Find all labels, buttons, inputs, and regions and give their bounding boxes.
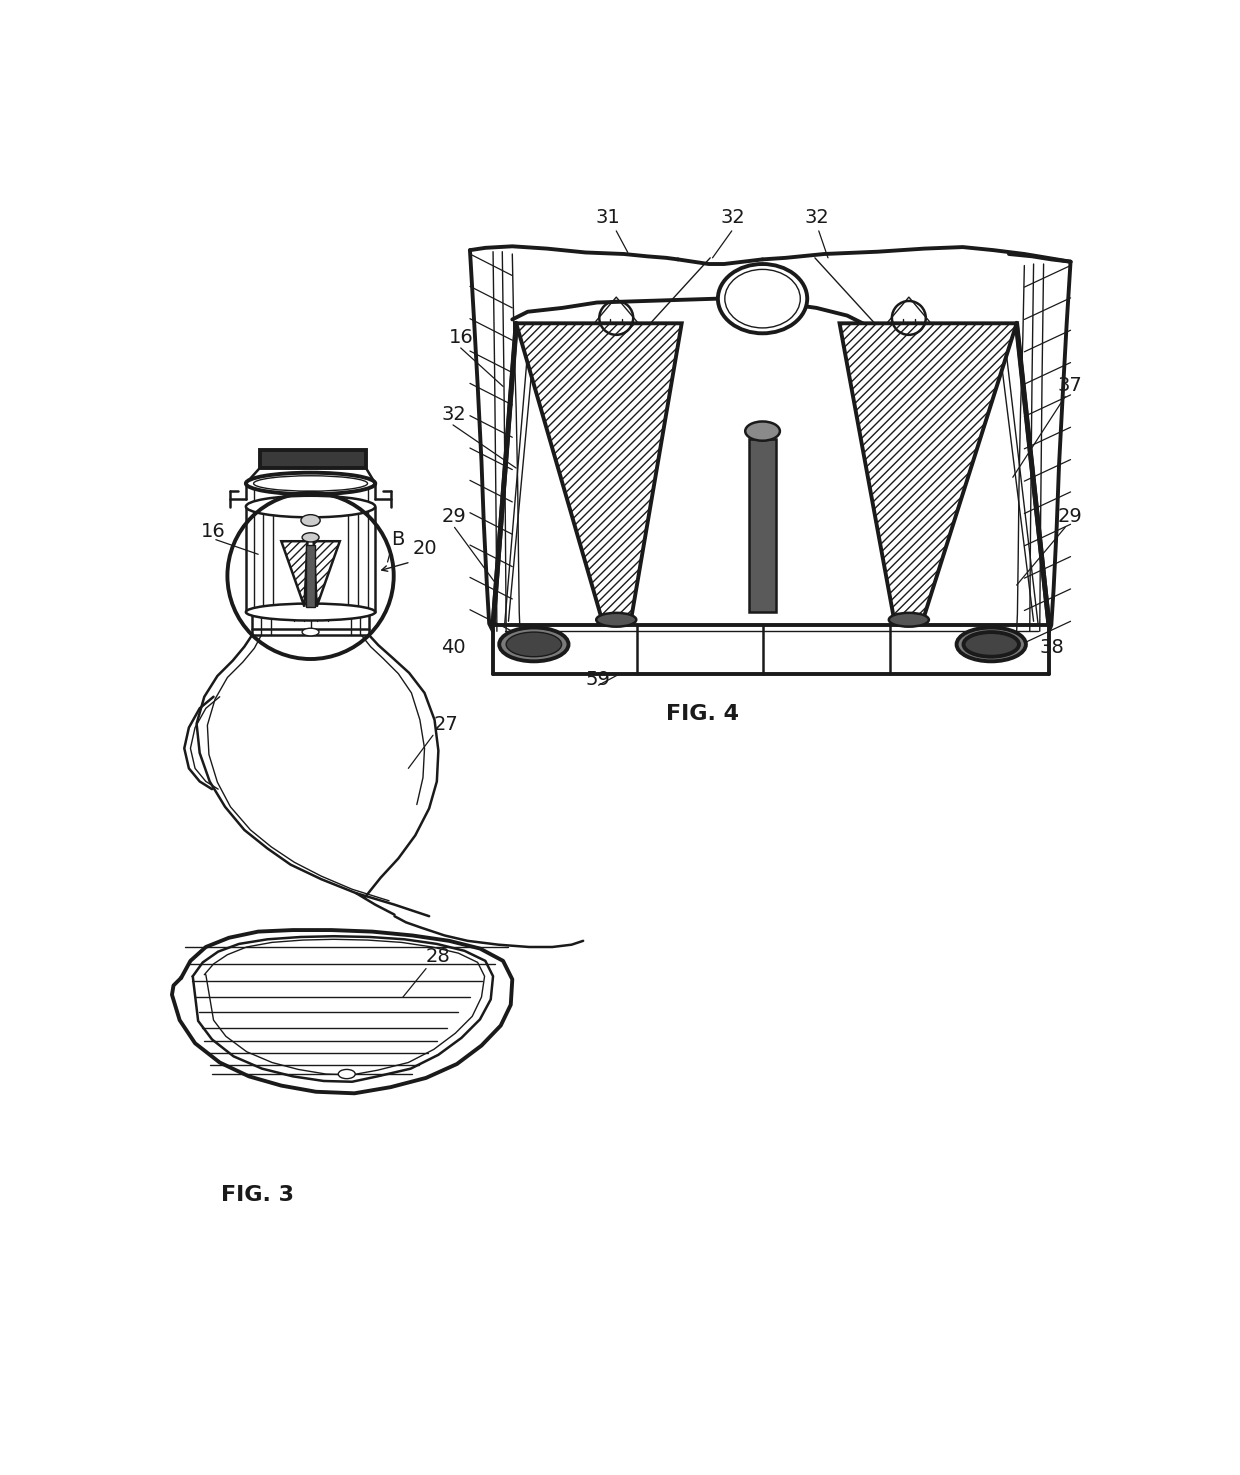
Ellipse shape	[718, 264, 807, 333]
Text: 29: 29	[441, 507, 466, 527]
Ellipse shape	[339, 1069, 355, 1078]
Polygon shape	[281, 541, 308, 606]
Text: 27: 27	[434, 715, 459, 735]
Ellipse shape	[889, 612, 929, 627]
Ellipse shape	[253, 476, 367, 491]
Text: 16: 16	[449, 327, 474, 347]
Text: 32: 32	[441, 404, 466, 423]
Text: 37: 37	[1058, 376, 1083, 395]
Ellipse shape	[506, 633, 562, 656]
Ellipse shape	[745, 422, 780, 441]
Text: 59: 59	[585, 670, 610, 689]
Ellipse shape	[725, 270, 800, 327]
Ellipse shape	[500, 627, 568, 661]
Polygon shape	[314, 541, 340, 606]
Text: 20: 20	[412, 540, 436, 559]
Ellipse shape	[303, 532, 319, 541]
Ellipse shape	[303, 628, 319, 636]
Text: 38: 38	[1040, 637, 1064, 656]
Polygon shape	[516, 323, 682, 617]
Text: 28: 28	[427, 947, 451, 966]
Ellipse shape	[246, 603, 376, 621]
Ellipse shape	[246, 496, 376, 518]
Text: 16: 16	[201, 522, 226, 541]
Text: B: B	[391, 530, 404, 549]
Text: FIG. 3: FIG. 3	[221, 1184, 294, 1205]
Text: 32: 32	[805, 208, 830, 227]
Ellipse shape	[596, 612, 636, 627]
Ellipse shape	[963, 633, 1019, 656]
Polygon shape	[749, 438, 776, 612]
Ellipse shape	[246, 472, 376, 494]
Text: 40: 40	[441, 637, 466, 656]
Text: 31: 31	[595, 208, 620, 227]
Polygon shape	[259, 450, 366, 468]
Ellipse shape	[301, 515, 320, 527]
Polygon shape	[306, 546, 315, 606]
Text: 29: 29	[1058, 507, 1083, 527]
Text: 32: 32	[720, 208, 745, 227]
Text: FIG. 4: FIG. 4	[666, 704, 739, 724]
Polygon shape	[839, 323, 1017, 617]
Ellipse shape	[956, 627, 1025, 661]
